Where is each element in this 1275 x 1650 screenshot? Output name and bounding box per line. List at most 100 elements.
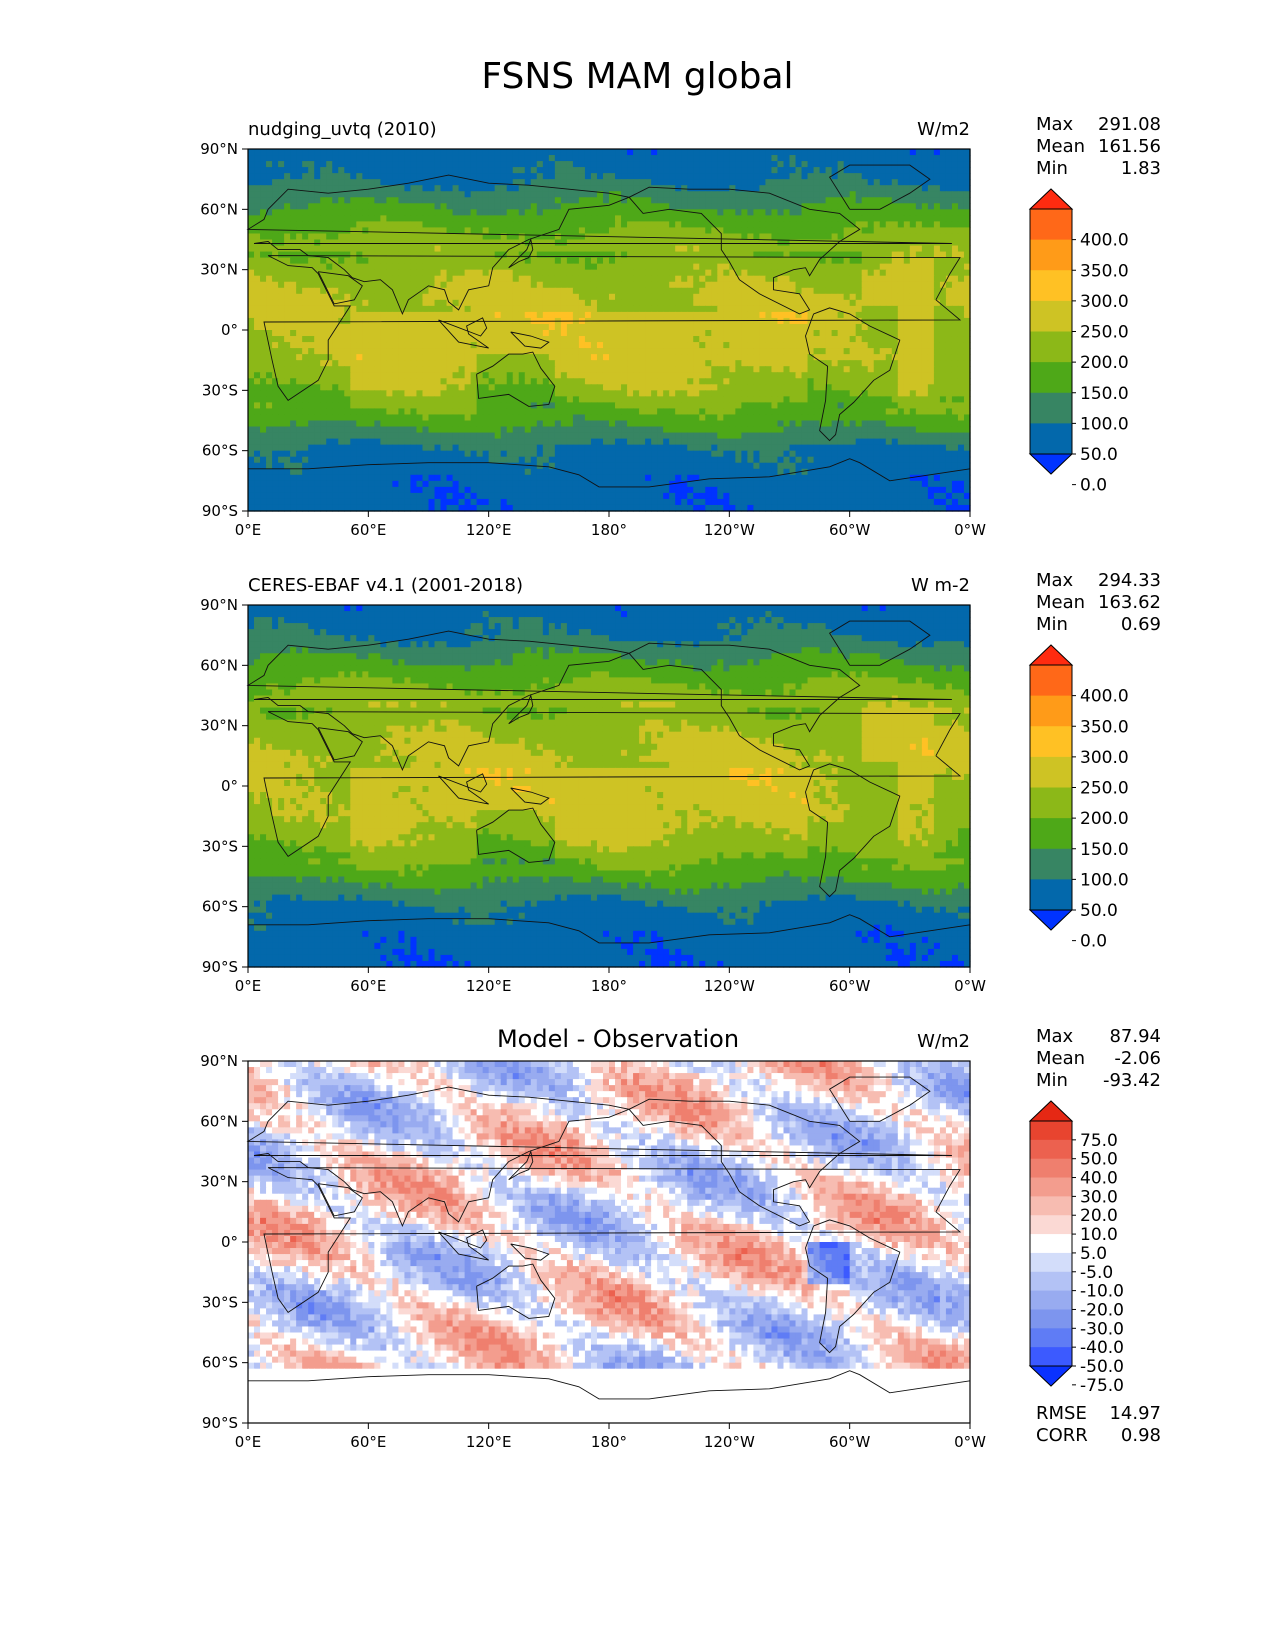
colorbar-bin (1030, 209, 1072, 241)
stat-name: Max (1036, 1026, 1073, 1048)
lat-tick-label: 90°S (202, 958, 238, 976)
stat-value: 1.83 (1121, 158, 1161, 180)
colorbar-bin (1030, 1328, 1072, 1348)
coastlines-1 (246, 164, 971, 488)
lat-tick-label: 0° (221, 321, 238, 339)
stat-row: CORR 0.98 (1036, 1425, 1161, 1447)
colorbar-tick-label: 40.0 (1080, 1169, 1118, 1189)
coastline (510, 787, 550, 805)
figure-title: FSNS MAM global (0, 56, 1275, 97)
colorbar-tick-label: 10.0 (1080, 1225, 1118, 1245)
colorbar-tick-label: 5.0 (1080, 1244, 1107, 1264)
stat-row: Min 1.83 (1036, 158, 1161, 180)
lon-tick-label: 120°W (704, 977, 755, 995)
colorbar-tick-label: 50.0 (1080, 1150, 1118, 1170)
coastline (476, 807, 556, 863)
stat-name: Mean (1036, 1048, 1085, 1070)
coastline (508, 693, 534, 725)
stat-row: Mean -2.06 (1036, 1048, 1161, 1070)
coastline (263, 255, 962, 402)
lon-tick-label: 120°E (466, 1433, 512, 1451)
coastline (246, 1086, 952, 1228)
coastline (317, 271, 363, 305)
lat-tick-label: 60°N (200, 656, 238, 674)
stat-row: Min -93.42 (1036, 1070, 1161, 1092)
stat-row: Mean 161.56 (1036, 136, 1161, 158)
colorbar-bin (1030, 1271, 1072, 1292)
colorbar-bin (1030, 695, 1072, 727)
stat-name: Min (1036, 1070, 1068, 1092)
coastline (246, 174, 952, 316)
colorbar-tick-label: 400.0 (1080, 687, 1129, 707)
lon-tick-label: 0°W (954, 977, 986, 995)
coastline (263, 711, 962, 858)
stat-row: Max 291.08 (1036, 114, 1161, 136)
coastlines-3 (246, 1076, 971, 1400)
lat-tick-label: 60°S (202, 1354, 238, 1372)
lon-tick-label: 0°E (235, 521, 262, 539)
stat-value: 291.08 (1098, 114, 1161, 136)
colorbar-tick-label: 50.0 (1080, 901, 1118, 921)
lon-tick-label: 60°E (350, 521, 386, 539)
coastline (828, 164, 931, 210)
coastline (263, 1167, 962, 1314)
stat-row: Max 87.94 (1036, 1026, 1161, 1048)
map-field-3 (248, 1061, 971, 1424)
colorbar-bin (1030, 787, 1072, 819)
stat-row: RMSE 14.97 (1036, 1403, 1161, 1425)
colorbar-under-extension (1028, 453, 1074, 475)
stat-value: -93.42 (1103, 1070, 1161, 1092)
colorbar-tick-label: 350.0 (1080, 717, 1129, 737)
colorbar-bin (1030, 392, 1072, 424)
lat-tick-label: 90°N (200, 140, 238, 158)
colorbar-over-extension (1028, 188, 1074, 210)
lon-tick-label: 60°W (829, 521, 871, 539)
colorbar-bin (1030, 1347, 1072, 1367)
stat-value: 87.94 (1109, 1026, 1161, 1048)
coastline (438, 1229, 489, 1261)
coastline (628, 1098, 861, 1227)
coastline (317, 727, 363, 761)
lat-tick-label: 60°S (202, 442, 238, 460)
stat-name: RMSE (1036, 1403, 1087, 1425)
lon-tick-label: 60°E (350, 977, 386, 995)
lon-tick-label: 60°W (829, 977, 871, 995)
coastline (438, 773, 489, 805)
lon-tick-label: 60°E (350, 1433, 386, 1451)
lon-tick-label: 0°W (954, 1433, 986, 1451)
lat-tick-label: 60°N (200, 1112, 238, 1130)
coastline (510, 331, 550, 349)
lon-tick-label: 180° (591, 521, 627, 539)
panel-title: nudging_uvtq (2010) (248, 119, 437, 140)
stat-row: Mean 163.62 (1036, 592, 1161, 614)
lat-tick-label: 90°N (200, 596, 238, 614)
lon-tick-label: 0°E (235, 1433, 262, 1451)
stat-row: Min 0.69 (1036, 614, 1161, 636)
colorbar-bin (1030, 1121, 1072, 1141)
coastline (508, 237, 534, 269)
colorbar-over-extension (1028, 1100, 1074, 1122)
coastline (438, 317, 489, 349)
stat-value: 0.69 (1121, 614, 1161, 636)
colorbar-1: 400.0 350.0 300.0 250.0 200.0 150.0 100.0 50.0 0… (1028, 188, 1129, 496)
coastline (805, 1219, 901, 1354)
colorbar-bin (1030, 423, 1072, 455)
lat-tick-label: 30°S (202, 837, 238, 855)
coastline (628, 642, 861, 771)
coastline (508, 1149, 534, 1181)
lon-tick-label: 180° (591, 1433, 627, 1451)
stat-value: 161.56 (1098, 136, 1161, 158)
lon-tick-label: 180° (591, 977, 627, 995)
lon-tick-label: 0°W (954, 521, 986, 539)
colorbar-tick-label: 300.0 (1080, 292, 1129, 312)
colorbar-tick-label: 30.0 (1080, 1187, 1118, 1207)
colorbar-tick-label: 200.0 (1080, 809, 1129, 829)
colorbar-bin (1030, 300, 1072, 332)
colorbar-bin (1030, 756, 1072, 788)
lat-tick-label: 30°S (202, 1293, 238, 1311)
stat-value: 0.98 (1121, 1425, 1161, 1447)
stat-value: 14.97 (1109, 1403, 1161, 1425)
stat-name: Mean (1036, 136, 1085, 158)
stat-name: Max (1036, 570, 1073, 592)
